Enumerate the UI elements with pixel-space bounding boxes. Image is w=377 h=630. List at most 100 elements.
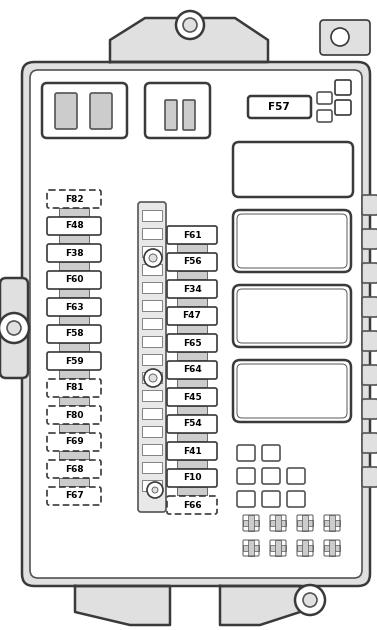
FancyBboxPatch shape (362, 399, 377, 419)
Bar (59, 451, 89, 459)
FancyBboxPatch shape (167, 415, 217, 433)
Text: F82: F82 (65, 195, 83, 203)
Bar (177, 487, 207, 495)
FancyBboxPatch shape (362, 229, 377, 249)
Bar (275, 540, 281, 556)
FancyBboxPatch shape (362, 331, 377, 351)
Bar (142, 246, 162, 257)
FancyBboxPatch shape (233, 142, 353, 197)
Bar (270, 520, 286, 526)
Bar (142, 210, 162, 221)
Text: F56: F56 (183, 258, 201, 266)
FancyBboxPatch shape (167, 280, 217, 298)
FancyBboxPatch shape (0, 278, 28, 378)
Bar (177, 271, 207, 279)
Bar (177, 460, 207, 468)
Text: F65: F65 (183, 338, 201, 348)
FancyBboxPatch shape (237, 445, 255, 461)
FancyBboxPatch shape (237, 491, 255, 507)
FancyBboxPatch shape (167, 334, 217, 352)
Bar (275, 515, 281, 531)
FancyBboxPatch shape (167, 226, 217, 244)
Circle shape (144, 369, 162, 387)
FancyBboxPatch shape (237, 364, 347, 418)
Bar (59, 478, 89, 486)
Text: F38: F38 (65, 248, 83, 258)
Bar (270, 545, 286, 551)
Bar (248, 540, 254, 556)
Bar (177, 298, 207, 306)
Bar (177, 406, 207, 414)
Polygon shape (110, 18, 268, 62)
FancyBboxPatch shape (362, 195, 377, 215)
Circle shape (295, 585, 325, 615)
FancyBboxPatch shape (138, 202, 166, 512)
Text: F80: F80 (65, 411, 83, 420)
Bar (177, 244, 207, 252)
Text: F59: F59 (64, 357, 83, 365)
FancyBboxPatch shape (47, 379, 101, 397)
Text: F45: F45 (182, 392, 201, 401)
FancyBboxPatch shape (167, 253, 217, 271)
Bar (297, 545, 313, 551)
FancyBboxPatch shape (317, 92, 332, 104)
Bar (59, 235, 89, 243)
FancyBboxPatch shape (22, 62, 370, 586)
FancyBboxPatch shape (362, 467, 377, 487)
FancyBboxPatch shape (47, 433, 101, 451)
Bar (302, 540, 308, 556)
FancyBboxPatch shape (183, 100, 195, 130)
Bar (177, 379, 207, 387)
Bar (59, 289, 89, 297)
Circle shape (0, 313, 29, 343)
Bar (142, 354, 162, 365)
Bar (248, 515, 254, 531)
Text: F58: F58 (65, 329, 83, 338)
Bar (243, 545, 259, 551)
Bar (324, 545, 340, 551)
FancyBboxPatch shape (335, 100, 351, 115)
Text: F10: F10 (183, 474, 201, 483)
FancyBboxPatch shape (233, 285, 351, 347)
Circle shape (144, 249, 162, 267)
Text: F57: F57 (268, 102, 290, 112)
FancyBboxPatch shape (237, 468, 255, 484)
FancyBboxPatch shape (145, 83, 210, 138)
Circle shape (303, 593, 317, 607)
Bar (243, 520, 259, 526)
Bar (59, 424, 89, 432)
Bar (177, 433, 207, 441)
FancyBboxPatch shape (233, 360, 351, 422)
Bar (302, 515, 308, 531)
Text: F63: F63 (65, 302, 83, 311)
FancyBboxPatch shape (167, 388, 217, 406)
Bar (177, 325, 207, 333)
Bar (59, 343, 89, 351)
Text: F68: F68 (65, 464, 83, 474)
Bar (142, 480, 162, 491)
Bar (142, 318, 162, 329)
Bar (59, 208, 89, 216)
Bar (59, 316, 89, 324)
Text: F60: F60 (65, 275, 83, 285)
FancyBboxPatch shape (47, 325, 101, 343)
Bar (142, 390, 162, 401)
FancyBboxPatch shape (287, 468, 305, 484)
Text: F47: F47 (182, 311, 201, 321)
Text: F69: F69 (64, 437, 83, 447)
Circle shape (149, 254, 157, 262)
Circle shape (152, 487, 158, 493)
FancyBboxPatch shape (47, 190, 101, 208)
FancyBboxPatch shape (248, 96, 311, 118)
Bar (59, 397, 89, 405)
Text: F64: F64 (182, 365, 201, 374)
Circle shape (147, 482, 163, 498)
FancyBboxPatch shape (362, 263, 377, 283)
FancyBboxPatch shape (47, 298, 101, 316)
FancyBboxPatch shape (317, 110, 332, 122)
FancyBboxPatch shape (335, 80, 351, 95)
FancyBboxPatch shape (47, 406, 101, 424)
Circle shape (331, 28, 349, 46)
Circle shape (7, 321, 21, 335)
FancyBboxPatch shape (287, 491, 305, 507)
